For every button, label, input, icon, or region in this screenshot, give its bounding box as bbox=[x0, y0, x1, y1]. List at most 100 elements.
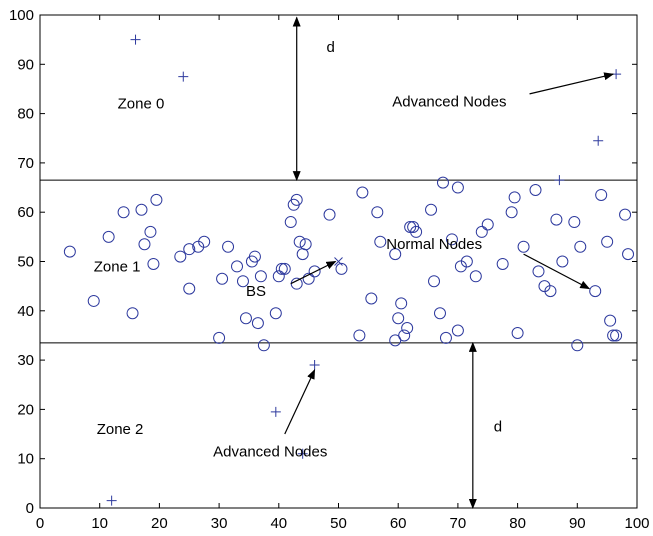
normal-node-marker bbox=[308, 265, 321, 278]
zone-label: Zone 2 bbox=[97, 421, 144, 438]
x-tick-label: 100 bbox=[624, 515, 649, 532]
x-tick-label: 10 bbox=[91, 515, 108, 532]
x-tick-label: 70 bbox=[450, 515, 467, 532]
normal-node-marker bbox=[138, 238, 151, 251]
annotation-label: Advanced Nodes bbox=[392, 93, 506, 110]
normal-node-marker bbox=[269, 307, 282, 320]
y-tick-label: 20 bbox=[17, 401, 34, 418]
normal-node-marker bbox=[544, 285, 557, 298]
zone-label: Zone 1 bbox=[94, 258, 141, 275]
normal-node-marker bbox=[550, 213, 563, 226]
normal-node-marker bbox=[622, 248, 635, 261]
normal-node-marker bbox=[213, 331, 226, 344]
normal-node-marker bbox=[389, 334, 402, 347]
normal-node-marker bbox=[290, 193, 303, 206]
normal-node-marker bbox=[198, 235, 211, 248]
annotation-arrow bbox=[523, 253, 591, 290]
annotation-label: BS bbox=[246, 283, 266, 300]
normal-node-marker bbox=[425, 203, 438, 216]
normal-node-marker bbox=[248, 250, 261, 263]
normal-node-marker bbox=[445, 233, 458, 246]
normal-node-marker bbox=[239, 312, 252, 325]
normal-node-marker bbox=[284, 216, 297, 229]
normal-node-marker bbox=[102, 230, 115, 243]
normal-node-marker bbox=[63, 245, 76, 258]
advanced-node-marker bbox=[554, 175, 565, 186]
normal-node-marker bbox=[144, 225, 157, 238]
normal-node-marker bbox=[610, 329, 623, 342]
x-tick-label: 30 bbox=[211, 515, 228, 532]
normal-node-marker bbox=[532, 265, 545, 278]
normal-node-marker bbox=[356, 186, 369, 199]
normal-node-marker bbox=[323, 208, 336, 221]
normal-node-marker bbox=[589, 285, 602, 298]
normal-node-marker bbox=[150, 193, 163, 206]
zone-boundaries bbox=[40, 179, 637, 344]
x-tick-label: 80 bbox=[509, 515, 526, 532]
y-tick-label: 40 bbox=[17, 303, 34, 320]
normal-node-marker bbox=[475, 225, 488, 238]
normal-node-marker bbox=[278, 262, 291, 275]
annotation-arrow bbox=[290, 260, 337, 285]
normal-node-marker bbox=[174, 250, 187, 263]
normal-node-marker bbox=[451, 324, 464, 337]
normal-node-marker bbox=[293, 235, 306, 248]
normal-node-marker bbox=[251, 317, 264, 330]
y-tick-label: 70 bbox=[17, 155, 34, 172]
normal-node-marker bbox=[517, 240, 530, 253]
normal-node-marker bbox=[371, 206, 384, 219]
annotations: d d Advanced Nodes Advanced Nodes Normal Nod… bbox=[213, 16, 615, 509]
y-tick-label: 50 bbox=[17, 254, 34, 271]
advanced-node-marker bbox=[130, 34, 141, 45]
normal-node-marker bbox=[299, 238, 312, 251]
normal-node-marker bbox=[604, 314, 617, 327]
normal-node-marker bbox=[117, 206, 130, 219]
advanced-node-marker bbox=[309, 360, 320, 371]
normal-node-marker bbox=[439, 331, 452, 344]
normal-node-marker bbox=[275, 262, 288, 275]
normal-node-marker bbox=[236, 275, 249, 288]
normal-node-marker bbox=[571, 339, 584, 352]
normal-node-marker bbox=[392, 312, 405, 325]
normal-node-marker bbox=[374, 235, 387, 248]
normal-node-marker bbox=[401, 322, 414, 335]
advanced-node-marker bbox=[106, 495, 117, 506]
normal-node-marker bbox=[410, 225, 423, 238]
normal-node-marker bbox=[511, 326, 524, 339]
normal-node-marker bbox=[254, 270, 267, 283]
advanced-node-marker bbox=[297, 448, 308, 459]
normal-node-marker bbox=[595, 188, 608, 201]
y-tick-label: 0 bbox=[26, 500, 34, 517]
normal-node-marker bbox=[183, 282, 196, 295]
zone-label: Zone 0 bbox=[118, 96, 165, 113]
y-tick-label: 10 bbox=[17, 451, 34, 468]
x-tick-label: 40 bbox=[270, 515, 287, 532]
normal-node-marker bbox=[126, 307, 139, 320]
normal-node-marker bbox=[87, 294, 100, 307]
normal-node-marker bbox=[529, 184, 542, 197]
y-tick-label: 100 bbox=[9, 7, 34, 24]
x-tick-label: 0 bbox=[36, 515, 44, 532]
normal-node-marker bbox=[436, 176, 449, 189]
advanced-node-marker bbox=[178, 71, 189, 82]
y-tick-label: 30 bbox=[17, 352, 34, 369]
x-tick-label: 50 bbox=[330, 515, 347, 532]
annotation-label: Advanced Nodes bbox=[213, 443, 327, 460]
normal-node-marker bbox=[231, 260, 244, 273]
data-series bbox=[63, 34, 635, 506]
normal-node-marker bbox=[398, 329, 411, 342]
advanced-node-marker bbox=[593, 135, 604, 146]
normal-node-marker bbox=[353, 329, 366, 342]
normal-node-marker bbox=[290, 277, 303, 290]
normal-node-marker bbox=[135, 203, 148, 216]
normal-node-marker bbox=[601, 235, 614, 248]
normal-node-marker bbox=[469, 270, 482, 283]
normal-node-marker bbox=[183, 243, 196, 256]
x-tick-label: 60 bbox=[390, 515, 407, 532]
normal-node-marker bbox=[222, 240, 235, 253]
normal-node-marker bbox=[389, 248, 402, 261]
x-tick-label: 90 bbox=[569, 515, 586, 532]
annotation-label: d bbox=[327, 39, 335, 56]
normal-node-marker bbox=[365, 292, 378, 305]
